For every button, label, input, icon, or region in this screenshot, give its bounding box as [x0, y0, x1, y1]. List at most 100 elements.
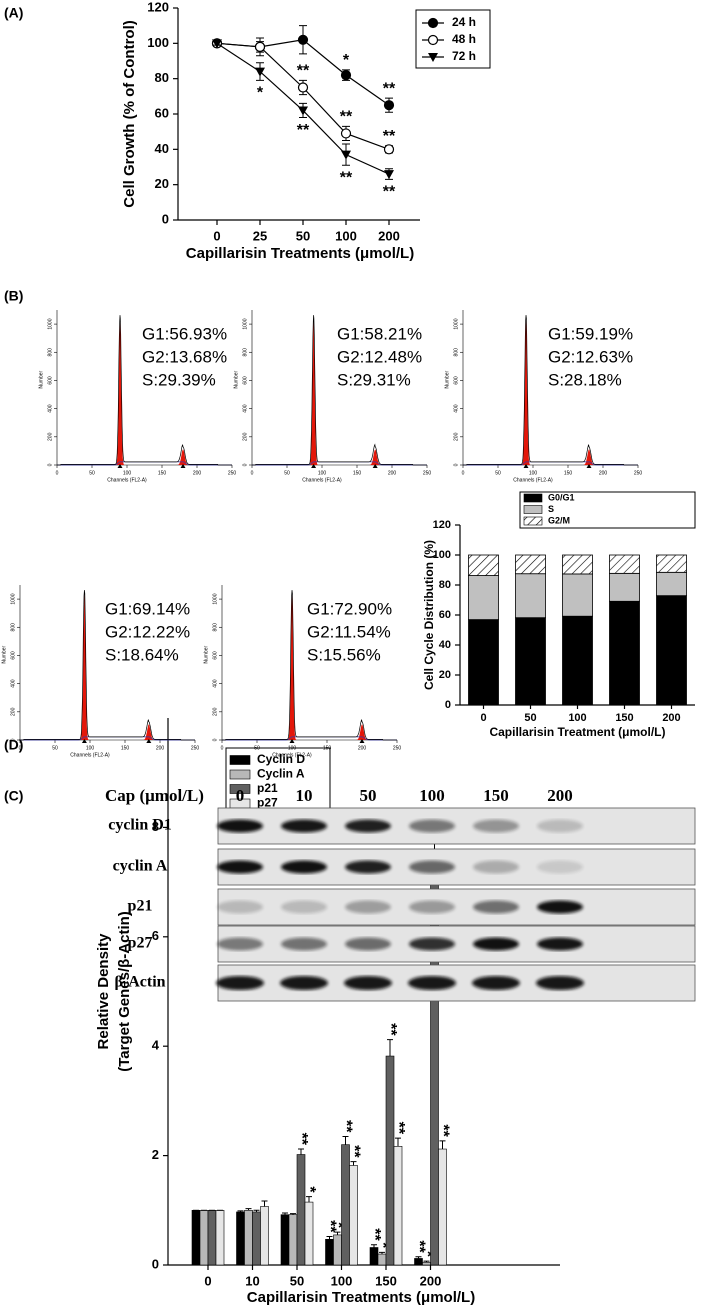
significance-mark: ** — [383, 80, 396, 97]
significance-mark: ** — [382, 1023, 399, 1036]
significance-mark: ** — [383, 128, 396, 145]
legend-label: p21 — [257, 781, 278, 795]
phase-text: G2:12.63% — [548, 347, 633, 366]
hist-y-tick-label: 400 — [10, 679, 16, 688]
marker — [212, 39, 222, 49]
y-tick-label: 0 — [152, 1256, 159, 1271]
x-tick-label: 150 — [375, 1273, 397, 1288]
hist-y-label: Number — [203, 646, 209, 664]
hist-x-tick-label: 200 — [599, 470, 608, 476]
error-bar — [334, 1231, 341, 1235]
blot-band — [217, 819, 263, 833]
bar — [252, 1211, 261, 1266]
legend-label: Cyclin D — [257, 752, 305, 766]
blot-band — [409, 937, 455, 951]
y-tick-label: 4 — [152, 1038, 160, 1053]
blot-band — [344, 976, 392, 990]
blot-band — [281, 860, 327, 874]
g2-peak — [252, 449, 427, 465]
g2-peak — [222, 724, 397, 740]
hist-x-label: Channels (FL2-A) — [107, 477, 147, 483]
blot-band — [473, 937, 519, 951]
bar — [280, 1214, 290, 1266]
blot-band — [408, 976, 456, 990]
significance-mark: ** — [321, 1220, 338, 1233]
dose-label: 150 — [483, 786, 509, 805]
error-bar — [350, 1161, 357, 1166]
blot-band — [280, 976, 328, 990]
x-tick-label: 200 — [378, 228, 400, 243]
y-tick-label: 100 — [147, 35, 169, 50]
blot-band — [217, 937, 263, 951]
y-tick-label: 80 — [439, 579, 451, 591]
blot-band — [472, 976, 520, 990]
legend-swatch — [523, 516, 543, 526]
legend-swatch — [229, 755, 251, 765]
histogram-outline — [57, 315, 232, 466]
blot-band — [409, 900, 455, 914]
gate-marker — [180, 464, 186, 468]
legend-label: 24 h — [452, 15, 476, 29]
hist-x-tick-label: 250 — [191, 745, 200, 751]
bar-segment — [468, 619, 499, 706]
error-bar — [306, 1196, 312, 1203]
bar — [414, 1258, 423, 1266]
y-tick-label: 80 — [155, 70, 169, 85]
hist-y-tick-label: 1000 — [47, 318, 53, 329]
blot-band — [281, 900, 327, 914]
error-bar — [395, 1137, 401, 1147]
significance-mark: ** — [366, 1228, 383, 1241]
hist-x-tick-label: 150 — [158, 470, 167, 476]
hist-x-label: Channels (FL2-A) — [70, 752, 110, 758]
panel-label: (A) — [4, 5, 23, 21]
significance-mark: * — [418, 1251, 435, 1258]
gate-marker — [523, 464, 529, 468]
hist-y-tick-label: 800 — [242, 348, 248, 357]
panel-label: (D) — [4, 737, 23, 753]
bar-segment — [562, 573, 593, 617]
y-tick-label: 20 — [155, 176, 169, 191]
blot-band — [281, 819, 327, 833]
legend-label: 48 h — [452, 32, 476, 46]
legend-label: 72 h — [452, 49, 476, 63]
error-bar — [253, 1209, 260, 1212]
x-tick-label: 200 — [662, 712, 680, 724]
phase-text: G2:13.68% — [142, 347, 227, 366]
marker — [297, 34, 309, 45]
bar-segment — [609, 600, 640, 706]
hist-x-tick-label: 250 — [634, 470, 643, 476]
bar — [377, 1253, 387, 1266]
hist-x-tick-label: 0 — [462, 470, 465, 476]
legend-label: Cyclin A — [257, 767, 305, 781]
hist-x-tick-label: 100 — [123, 470, 132, 476]
hist-x-tick-label: 200 — [388, 470, 397, 476]
hist-y-tick-label: 0 — [242, 463, 248, 466]
error-bar — [379, 1251, 385, 1255]
hist-y-label: Number — [444, 371, 450, 389]
y-tick-label: 120 — [433, 519, 451, 531]
legend-label: S — [548, 504, 554, 514]
hist-y-label: Number — [38, 371, 44, 389]
histogram-outline — [252, 315, 427, 466]
histogram-outline — [20, 590, 195, 741]
gate-marker — [372, 464, 378, 468]
dose-label: 10 — [296, 786, 313, 805]
hist-y-tick-label: 600 — [47, 376, 53, 385]
marker — [427, 17, 439, 29]
bar-segment — [562, 554, 593, 575]
marker — [340, 128, 352, 139]
hist-y-tick-label: 1000 — [242, 318, 248, 329]
bar-segment — [656, 554, 687, 573]
phase-text: S:15.56% — [307, 645, 381, 664]
hist-y-tick-label: 0 — [212, 738, 218, 741]
hist-y-tick-label: 400 — [47, 404, 53, 413]
hist-x-tick-label: 150 — [564, 470, 573, 476]
x-axis-label: Capillarisin Treatment (μmol/L) — [489, 725, 665, 739]
significance-mark: * — [301, 1186, 318, 1193]
hist-x-tick-label: 0 — [19, 745, 22, 751]
bar — [191, 1210, 201, 1266]
hist-x-tick-label: 100 — [318, 470, 327, 476]
significance-mark: ** — [410, 1240, 427, 1253]
dose-label: 200 — [547, 786, 573, 805]
